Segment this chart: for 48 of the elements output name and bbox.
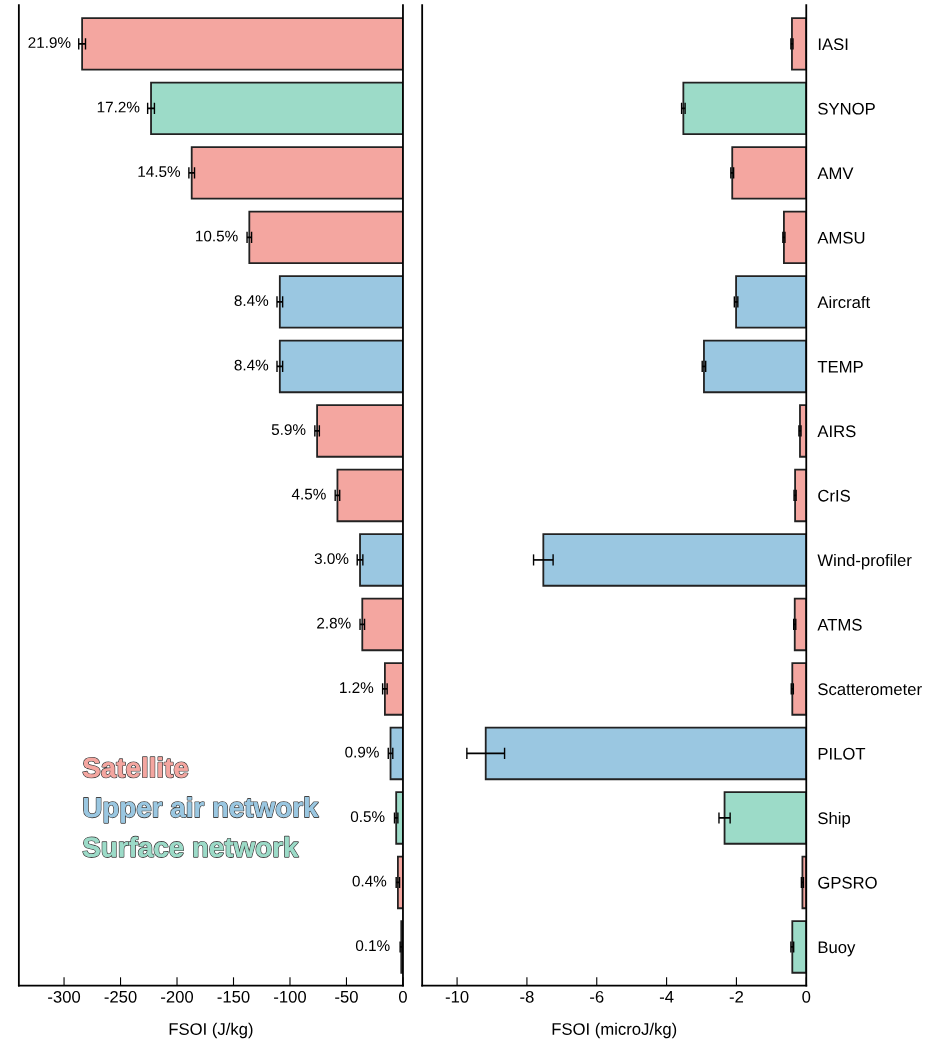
y-tick-label: IASI	[818, 38, 848, 51]
annotation: 0.4%	[352, 875, 387, 887]
x-tick-label: 0	[802, 990, 811, 1003]
x-tick-label: -300	[48, 990, 81, 1003]
x-tick-label: -150	[217, 990, 250, 1003]
annotation: 4.5%	[291, 488, 326, 500]
annotation: 5.9%	[271, 424, 306, 436]
y-tick-label: SYNOP	[818, 102, 875, 115]
annotation: 8.4%	[234, 359, 269, 371]
y-tick-label: Wind-profiler	[817, 553, 912, 570]
text: Satellite	[83, 757, 188, 778]
annotation: 2.8%	[317, 617, 351, 629]
y-tick-label: AMV	[817, 167, 854, 179]
x-axis-title: FSOI (microJ/kg)	[552, 1022, 677, 1039]
x-tick-label: -4	[659, 991, 674, 1003]
x-tick-label: -6	[590, 990, 604, 1003]
annotation: 14.5%	[138, 166, 181, 178]
y-tick-label: CrIS	[818, 489, 850, 502]
x-axis-title: FSOI (J/kg)	[169, 1022, 253, 1039]
annotation: 8.4%	[234, 295, 269, 307]
x-tick-label: -2	[729, 990, 743, 1003]
text: Surface network	[83, 836, 299, 858]
y-tick-label: AMSU	[817, 231, 865, 244]
y-tick-label: GPSRO	[818, 876, 877, 889]
y-tick-label: TEMP	[817, 361, 863, 373]
y-tick-label: Scatterometer	[818, 683, 922, 696]
annotation: 10.5%	[196, 230, 238, 242]
annotation: 0.5%	[350, 811, 385, 823]
annotation: 17.2%	[97, 101, 140, 113]
y-tick-label: Ship	[818, 811, 851, 828]
annotation: 3.0%	[314, 553, 349, 565]
y-tick-label: ATMS	[817, 618, 862, 631]
y-tick-label: PILOT	[818, 747, 866, 760]
x-tick-label: 0	[398, 990, 407, 1003]
x-tick-label: -8	[520, 990, 534, 1003]
y-tick-label: Buoy	[818, 941, 856, 957]
text: Upper air network	[83, 796, 319, 823]
x-tick-label: -100	[274, 990, 307, 1003]
annotation: 0.9%	[345, 746, 379, 758]
annotation: 21.9%	[28, 37, 71, 49]
x-tick-label: -200	[161, 990, 194, 1003]
annotation: 0.1%	[355, 940, 390, 952]
x-tick-label: -10	[445, 990, 469, 1003]
y-tick-label: Aircraft	[817, 295, 871, 309]
x-tick-label: -50	[335, 990, 358, 1003]
y-tick-label: AIRS	[817, 425, 856, 438]
x-tick-label: -250	[104, 990, 137, 1003]
annotation: 1.2%	[340, 682, 374, 693]
